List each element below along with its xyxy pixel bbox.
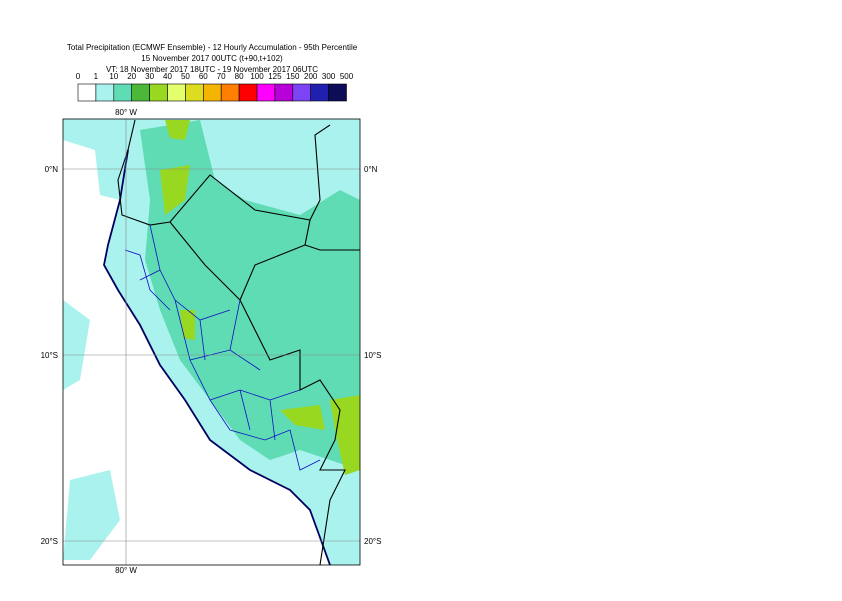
lon-label: 80° W [115,108,137,117]
map: 80° W 80° W 0°N 0°N 10°S 10°S 20°S 20°S [41,108,382,575]
lat-label: 0°N [45,165,59,174]
lat-label: 20°S [41,537,58,546]
legend-label: 125 [268,72,282,81]
coastline [103,149,331,565]
legend: 0 1 10 20 30 40 50 60 70 80 100 125 150 200 300 500 [76,72,354,102]
legend-label: 150 [286,72,300,81]
legend-label: 40 [163,72,172,81]
legend-label: 300 [322,72,336,81]
legend-swatch [167,83,186,102]
precip-heavy [160,120,360,475]
legend-swatch [274,83,294,102]
lat-label: 20°S [364,537,381,546]
legend-swatch [220,83,240,102]
lon-label: 80° W [115,566,137,575]
legend-swatch [77,83,97,102]
country-borders [117,119,360,565]
legend-label: 60 [199,72,208,81]
legend-label: 200 [304,72,318,81]
legend-label: 70 [217,72,226,81]
precip-medium [140,120,360,470]
legend-label: 0 [76,72,81,81]
legend-swatch [149,83,168,102]
legend-swatch [238,83,258,102]
legend-label: 50 [181,72,190,81]
legend-label: 30 [145,72,154,81]
legend-label: 500 [340,72,354,81]
subtitle: 15 November 2017 00UTC (t+90,t+102) [141,54,283,63]
legend-swatch [328,83,347,102]
title: Total Precipitation (ECMWF Ensemble) - 1… [67,43,358,52]
valid-time: VT: 18 November 2017 18UTC - 19 November… [106,65,318,74]
legend-swatch [203,83,222,102]
legend-swatch [131,83,150,102]
legend-label: 100 [250,72,264,81]
map-frame [62,118,361,566]
precip-light-sea [63,300,120,560]
legend-swatch [113,83,133,102]
lat-label: 10°S [41,351,58,360]
lat-label: 10°S [364,351,381,360]
legend-swatch [292,83,311,102]
legend-label: 20 [127,72,136,81]
legend-swatch [310,83,329,102]
legend-swatch [185,83,204,102]
legend-swatch [95,83,115,102]
legend-label: 10 [109,72,118,81]
legend-label: 1 [94,72,99,81]
legend-label: 80 [235,72,244,81]
lat-label: 0°N [364,165,378,174]
legend-swatch [256,83,276,102]
